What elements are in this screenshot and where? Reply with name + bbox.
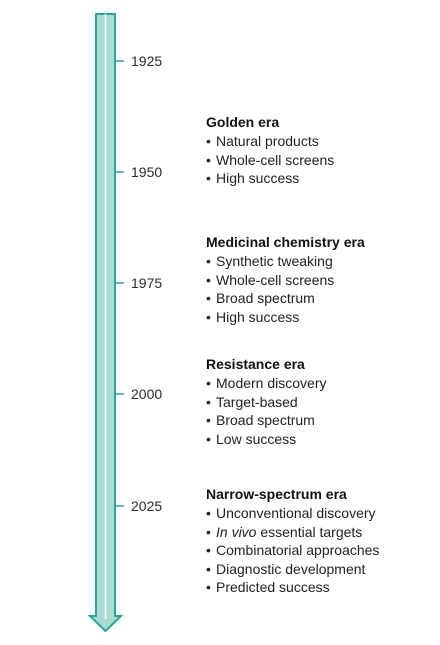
era-golden: Golden era • Natural products • Whole-cell… — [206, 113, 436, 188]
era-item: • Synthetic tweaking — [206, 253, 333, 269]
era-item: • Combinatorial approaches — [206, 542, 380, 558]
era-item: • High success — [206, 308, 300, 325]
era-item: • Whole-cell screens — [206, 271, 335, 288]
era-item: • High success — [206, 170, 300, 186]
year-label-1950: 1950 — [131, 164, 163, 180]
year-label-1975: 1975 — [131, 275, 163, 291]
era-item: • Diagnostic development — [206, 560, 366, 577]
timeline-ticks — [115, 60, 124, 507]
era-title: Medicinal chemistry era — [206, 234, 365, 250]
year-label-2025: 2025 — [131, 498, 163, 514]
era-item: • Unconventional discovery — [206, 505, 376, 521]
era-item: • Target-based — [206, 393, 298, 410]
era-item: • Predicted success — [206, 579, 330, 595]
era-title: Narrow-spectrum era — [206, 486, 347, 502]
era-item: • In vivo essential targets — [206, 523, 363, 540]
era-item: • Broad spectrum — [206, 290, 315, 306]
era-item: • Modern discovery — [206, 375, 327, 391]
era-item: • Whole-cell screens — [206, 151, 335, 168]
era-medicinal-chemistry: Medicinal chemistry era • Synthetic tweak… — [206, 233, 436, 326]
era-narrow-spectrum: Narrow-spectrum era • Unconventional disc… — [206, 485, 436, 597]
era-resistance: Resistance era • Modern discovery • Target… — [206, 355, 436, 448]
era-item: • Natural products — [206, 133, 319, 149]
era-title: Golden era — [206, 114, 280, 130]
year-label-1925: 1925 — [131, 53, 163, 69]
era-title: Resistance era — [206, 356, 305, 372]
era-item: • Low success — [206, 430, 297, 447]
italic-prefix: In vivo — [216, 523, 257, 540]
year-label-2000: 2000 — [131, 386, 163, 402]
era-item: • Broad spectrum — [206, 412, 315, 428]
